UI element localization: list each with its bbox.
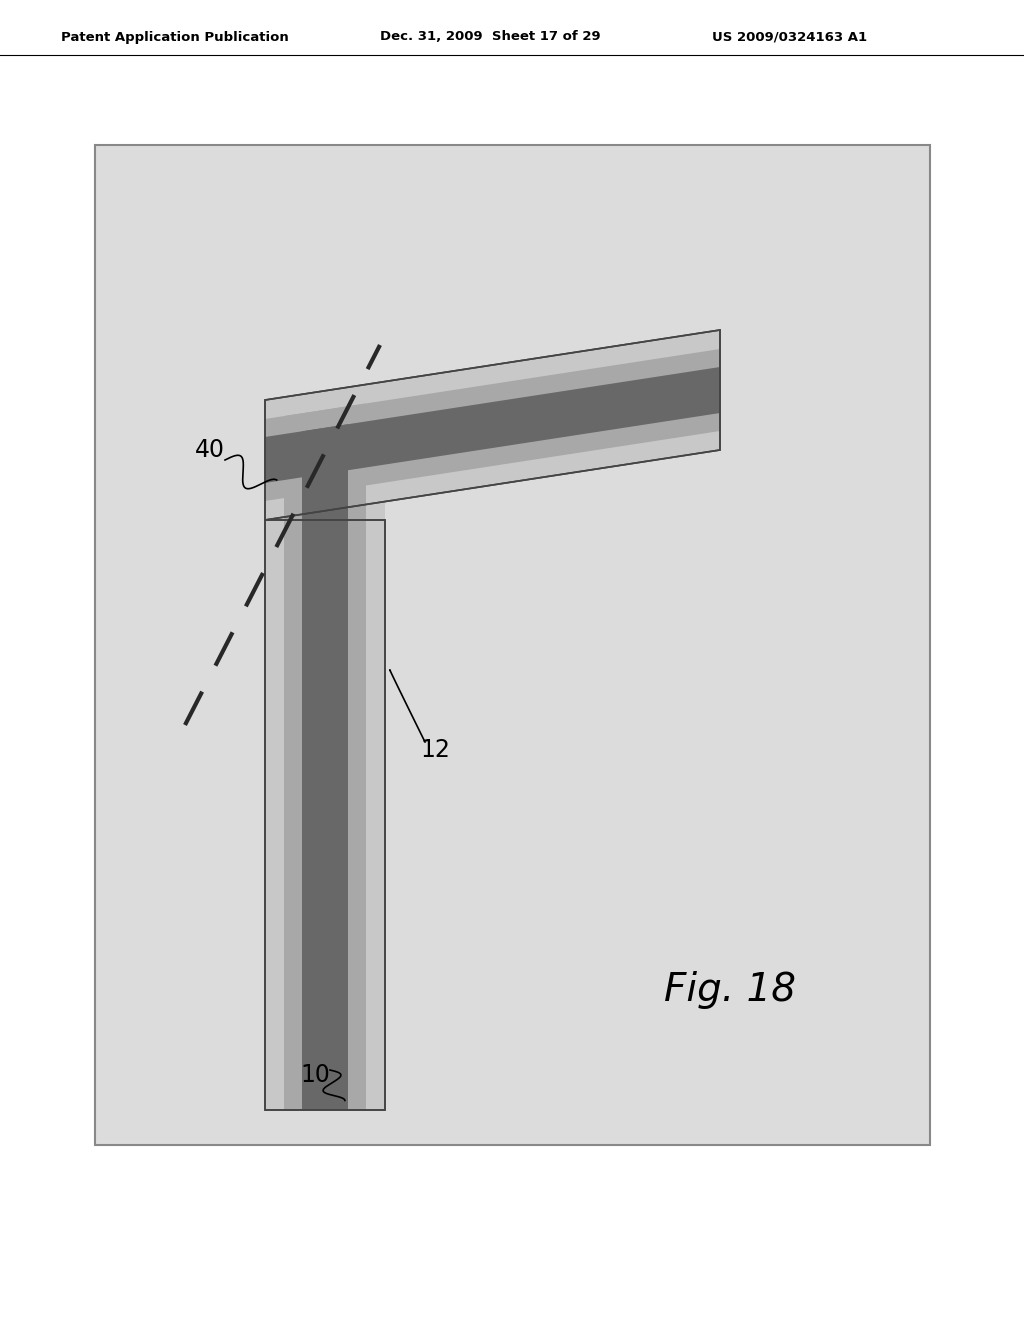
Text: Fig. 18: Fig. 18 [664,972,796,1008]
Bar [284,520,366,1110]
Polygon shape [302,424,348,520]
Polygon shape [265,330,720,520]
Polygon shape [265,348,720,502]
Text: 10: 10 [300,1063,330,1086]
Polygon shape [265,381,385,520]
Bar [265,520,385,1110]
Polygon shape [284,404,366,520]
Text: 12: 12 [420,738,450,762]
Bar [95,145,930,1144]
Text: 40: 40 [195,438,225,462]
Bar [302,520,348,1110]
Text: Patent Application Publication: Patent Application Publication [61,30,289,44]
Bar [302,520,348,1110]
Bar [284,520,366,1110]
Polygon shape [265,367,720,483]
Text: US 2009/0324163 A1: US 2009/0324163 A1 [713,30,867,44]
Bar [265,520,385,1110]
Bar [265,520,385,1110]
Text: Dec. 31, 2009  Sheet 17 of 29: Dec. 31, 2009 Sheet 17 of 29 [380,30,600,44]
Bar [265,520,385,1110]
